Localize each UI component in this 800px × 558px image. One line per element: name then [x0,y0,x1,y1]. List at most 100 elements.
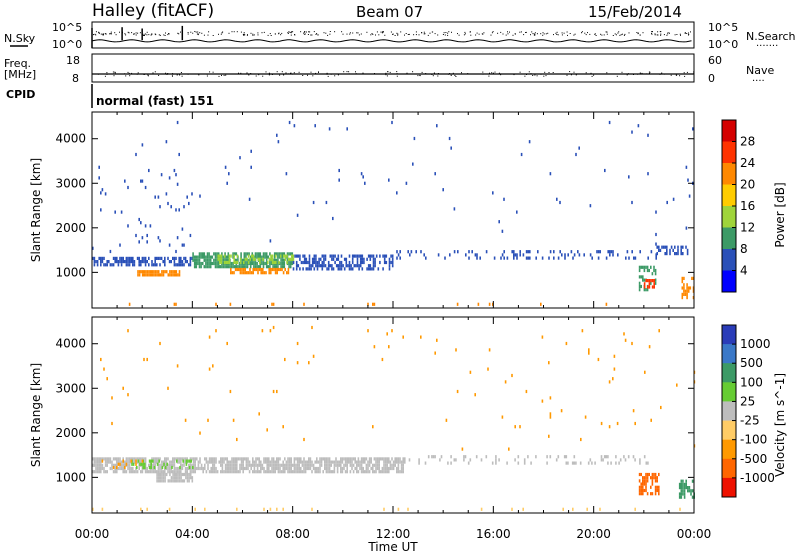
range-cell [106,470,108,474]
range-cell [360,463,363,467]
range-cell [651,482,654,486]
range-cell [271,254,274,258]
range-cell [640,485,642,489]
range-cell [337,257,340,261]
nsearch-dot [392,33,394,35]
range-cell [575,461,577,465]
colorbar-tick-label: -1000 [740,471,775,485]
range-cell [241,267,243,272]
nsearch-dot [617,32,619,34]
range-cell [463,458,465,462]
range-cell [144,457,147,461]
nsearch-dot [679,33,681,35]
range-cell [232,466,235,471]
range-cell [196,457,198,461]
nsearch-dot [290,34,292,36]
range-cell [183,463,185,467]
range-cell [599,250,601,254]
range-cell [180,256,182,260]
nsearch-dot [151,33,153,35]
range-cell [648,282,651,286]
range-cell [159,263,161,267]
range-cell [191,476,194,480]
range-cell [170,470,172,474]
range-cell [298,466,300,471]
range-cell [685,165,688,169]
range-cell [208,367,211,371]
range-cell [149,224,152,228]
range-cell [277,140,280,144]
nsearch-dot [492,31,494,33]
nsearch-dot [443,32,445,34]
range-cell [607,461,609,465]
range-cell [382,254,384,258]
nave-dot [97,73,99,75]
range-cell [277,258,279,262]
range-cell [133,460,136,464]
range-cell [210,460,212,464]
range-cell [650,476,652,480]
nsearch-dot [218,33,219,35]
range-cell [316,264,319,268]
range-cell [647,461,649,465]
nsearch-dot [197,31,199,33]
range-cell [311,470,313,474]
nave-dot [307,74,308,76]
range-cell [247,254,250,258]
range-cell [228,460,230,464]
range-cell [242,463,244,467]
nsearch-dot [581,31,583,33]
range-cell [388,457,390,461]
range-cell [205,460,208,464]
range-cell [297,254,300,258]
range-cell [156,460,158,464]
nave-dot [172,75,173,77]
range-cell [300,457,302,461]
range-cell [165,460,168,464]
range-cell [638,472,641,477]
range-cell [294,254,296,258]
range-cell [350,264,352,268]
range-cell [658,329,660,333]
cpid-value: normal (fast) 151 [96,94,214,108]
range-cell [237,470,240,474]
nsearch-dot [139,32,141,34]
range-cell [325,457,328,461]
range-cell [383,260,386,265]
nsearch-dot [305,31,307,33]
range-cell [303,437,305,442]
range-cell [688,486,691,490]
range-cell [169,270,171,274]
range-cell [180,263,182,267]
nsearch-dot [158,34,160,36]
range-cell [220,254,223,258]
range-cell [359,463,361,467]
nave-dot [327,75,329,77]
nsky-panel: 10^5 10^0 10^5 10^0 N.Sky N.Search ·····… [4,21,796,52]
range-cell [293,470,296,474]
range-cell [226,181,228,185]
range-cell [444,256,446,260]
nsearch-dot [663,34,665,36]
nsearch-dot [94,33,96,35]
range-cell [251,254,253,258]
nave-dot [330,73,332,75]
range-cell [680,489,683,493]
range-cell [270,271,272,275]
nave-dot [396,75,398,77]
range-cell [341,466,344,471]
nsearch-dot [242,34,244,35]
range-cell [120,463,123,467]
range-cell [256,463,259,467]
nsearch-dot [400,31,402,33]
nsearch-dot [281,32,283,34]
range-cell [388,466,390,471]
range-cell [224,470,227,474]
range-cell [386,470,388,474]
range-cell [284,463,286,467]
range-cell [167,386,169,390]
nave-dot [482,71,484,73]
range-cell [307,267,309,271]
